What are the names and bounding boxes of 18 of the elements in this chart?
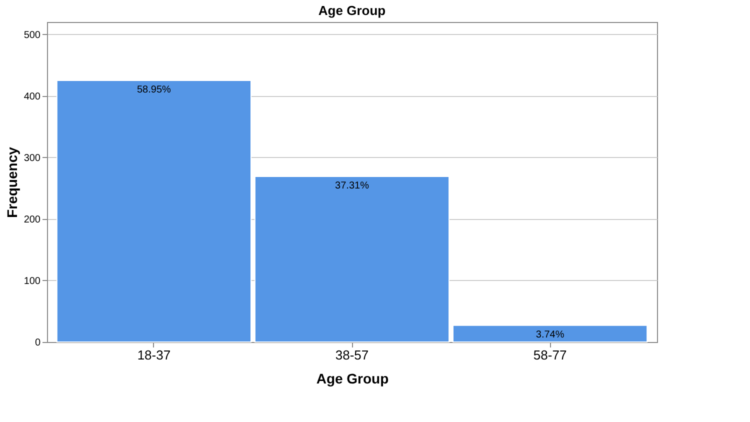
x-tick-label: 58-77 (533, 348, 567, 362)
annotation: 58.95% (136, 84, 172, 96)
y-tick-label: 200 (24, 214, 41, 226)
bar (56, 80, 252, 342)
chart-title: Age Group (318, 3, 386, 18)
y-axis-title: Frequency (4, 146, 20, 218)
bar (452, 324, 648, 342)
x-tick-label: 18-37 (137, 348, 171, 362)
y-tick-label: 500 (24, 30, 41, 41)
y-tick-label: 100 (24, 276, 41, 287)
annotation: 37.31% (335, 180, 370, 192)
x-tick-label: 38-57 (335, 348, 369, 362)
y-tick-label: 400 (24, 91, 41, 102)
y-tick-label: 300 (24, 152, 41, 164)
x-axis-title: Age Group (316, 370, 389, 386)
y-tick-label: 0 (34, 338, 41, 348)
annotation: 3.74% (536, 329, 564, 340)
bar (254, 176, 450, 342)
